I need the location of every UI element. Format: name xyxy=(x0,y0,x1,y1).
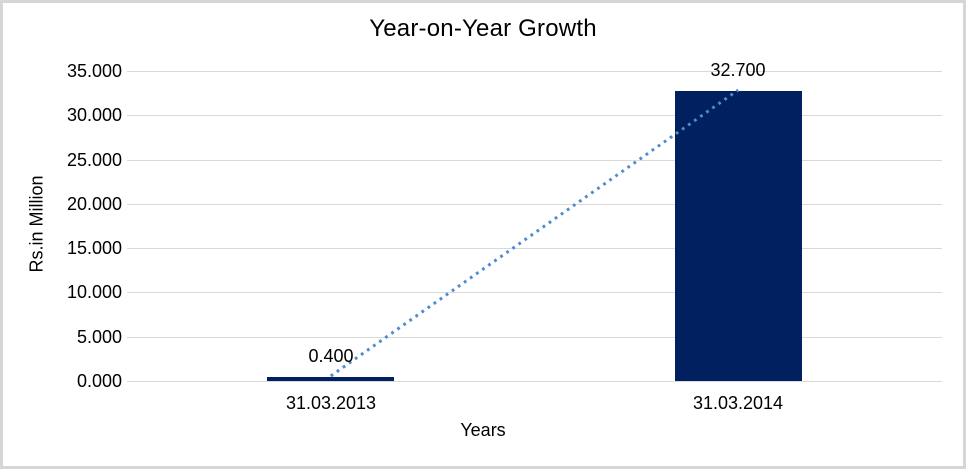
x-axis-tick-label: 31.03.2014 xyxy=(692,393,784,413)
y-gridline xyxy=(127,381,942,382)
y-gridline xyxy=(127,248,942,249)
y-axis-tick-label: 30.000 xyxy=(66,105,122,125)
bar xyxy=(675,91,802,381)
x-axis-title: Years xyxy=(460,420,506,440)
y-gridline xyxy=(127,160,942,161)
y-axis-tick-label: 35.000 xyxy=(66,61,122,81)
bar-data-label: 32.700 xyxy=(710,60,766,80)
y-axis-tick-label: 5.000 xyxy=(76,327,122,347)
bar-data-label: 0.400 xyxy=(308,346,354,366)
y-gridline xyxy=(127,337,942,338)
x-axis-tick-label: 31.03.2013 xyxy=(285,393,377,413)
chart-title: Year-on-Year Growth xyxy=(369,15,597,42)
y-axis-tick-label: 0.000 xyxy=(76,371,122,391)
y-axis-tick-label: 15.000 xyxy=(66,238,122,258)
y-axis-tick-label: 10.000 xyxy=(66,282,122,302)
y-gridline xyxy=(127,115,942,116)
y-gridline xyxy=(127,204,942,205)
y-axis-tick-label: 20.000 xyxy=(66,194,122,214)
y-axis-tick-label: 25.000 xyxy=(66,150,122,170)
y-gridline xyxy=(127,71,942,72)
plot-area xyxy=(127,71,942,382)
y-gridline xyxy=(127,292,942,293)
trendline xyxy=(329,88,740,378)
bar xyxy=(267,377,394,381)
